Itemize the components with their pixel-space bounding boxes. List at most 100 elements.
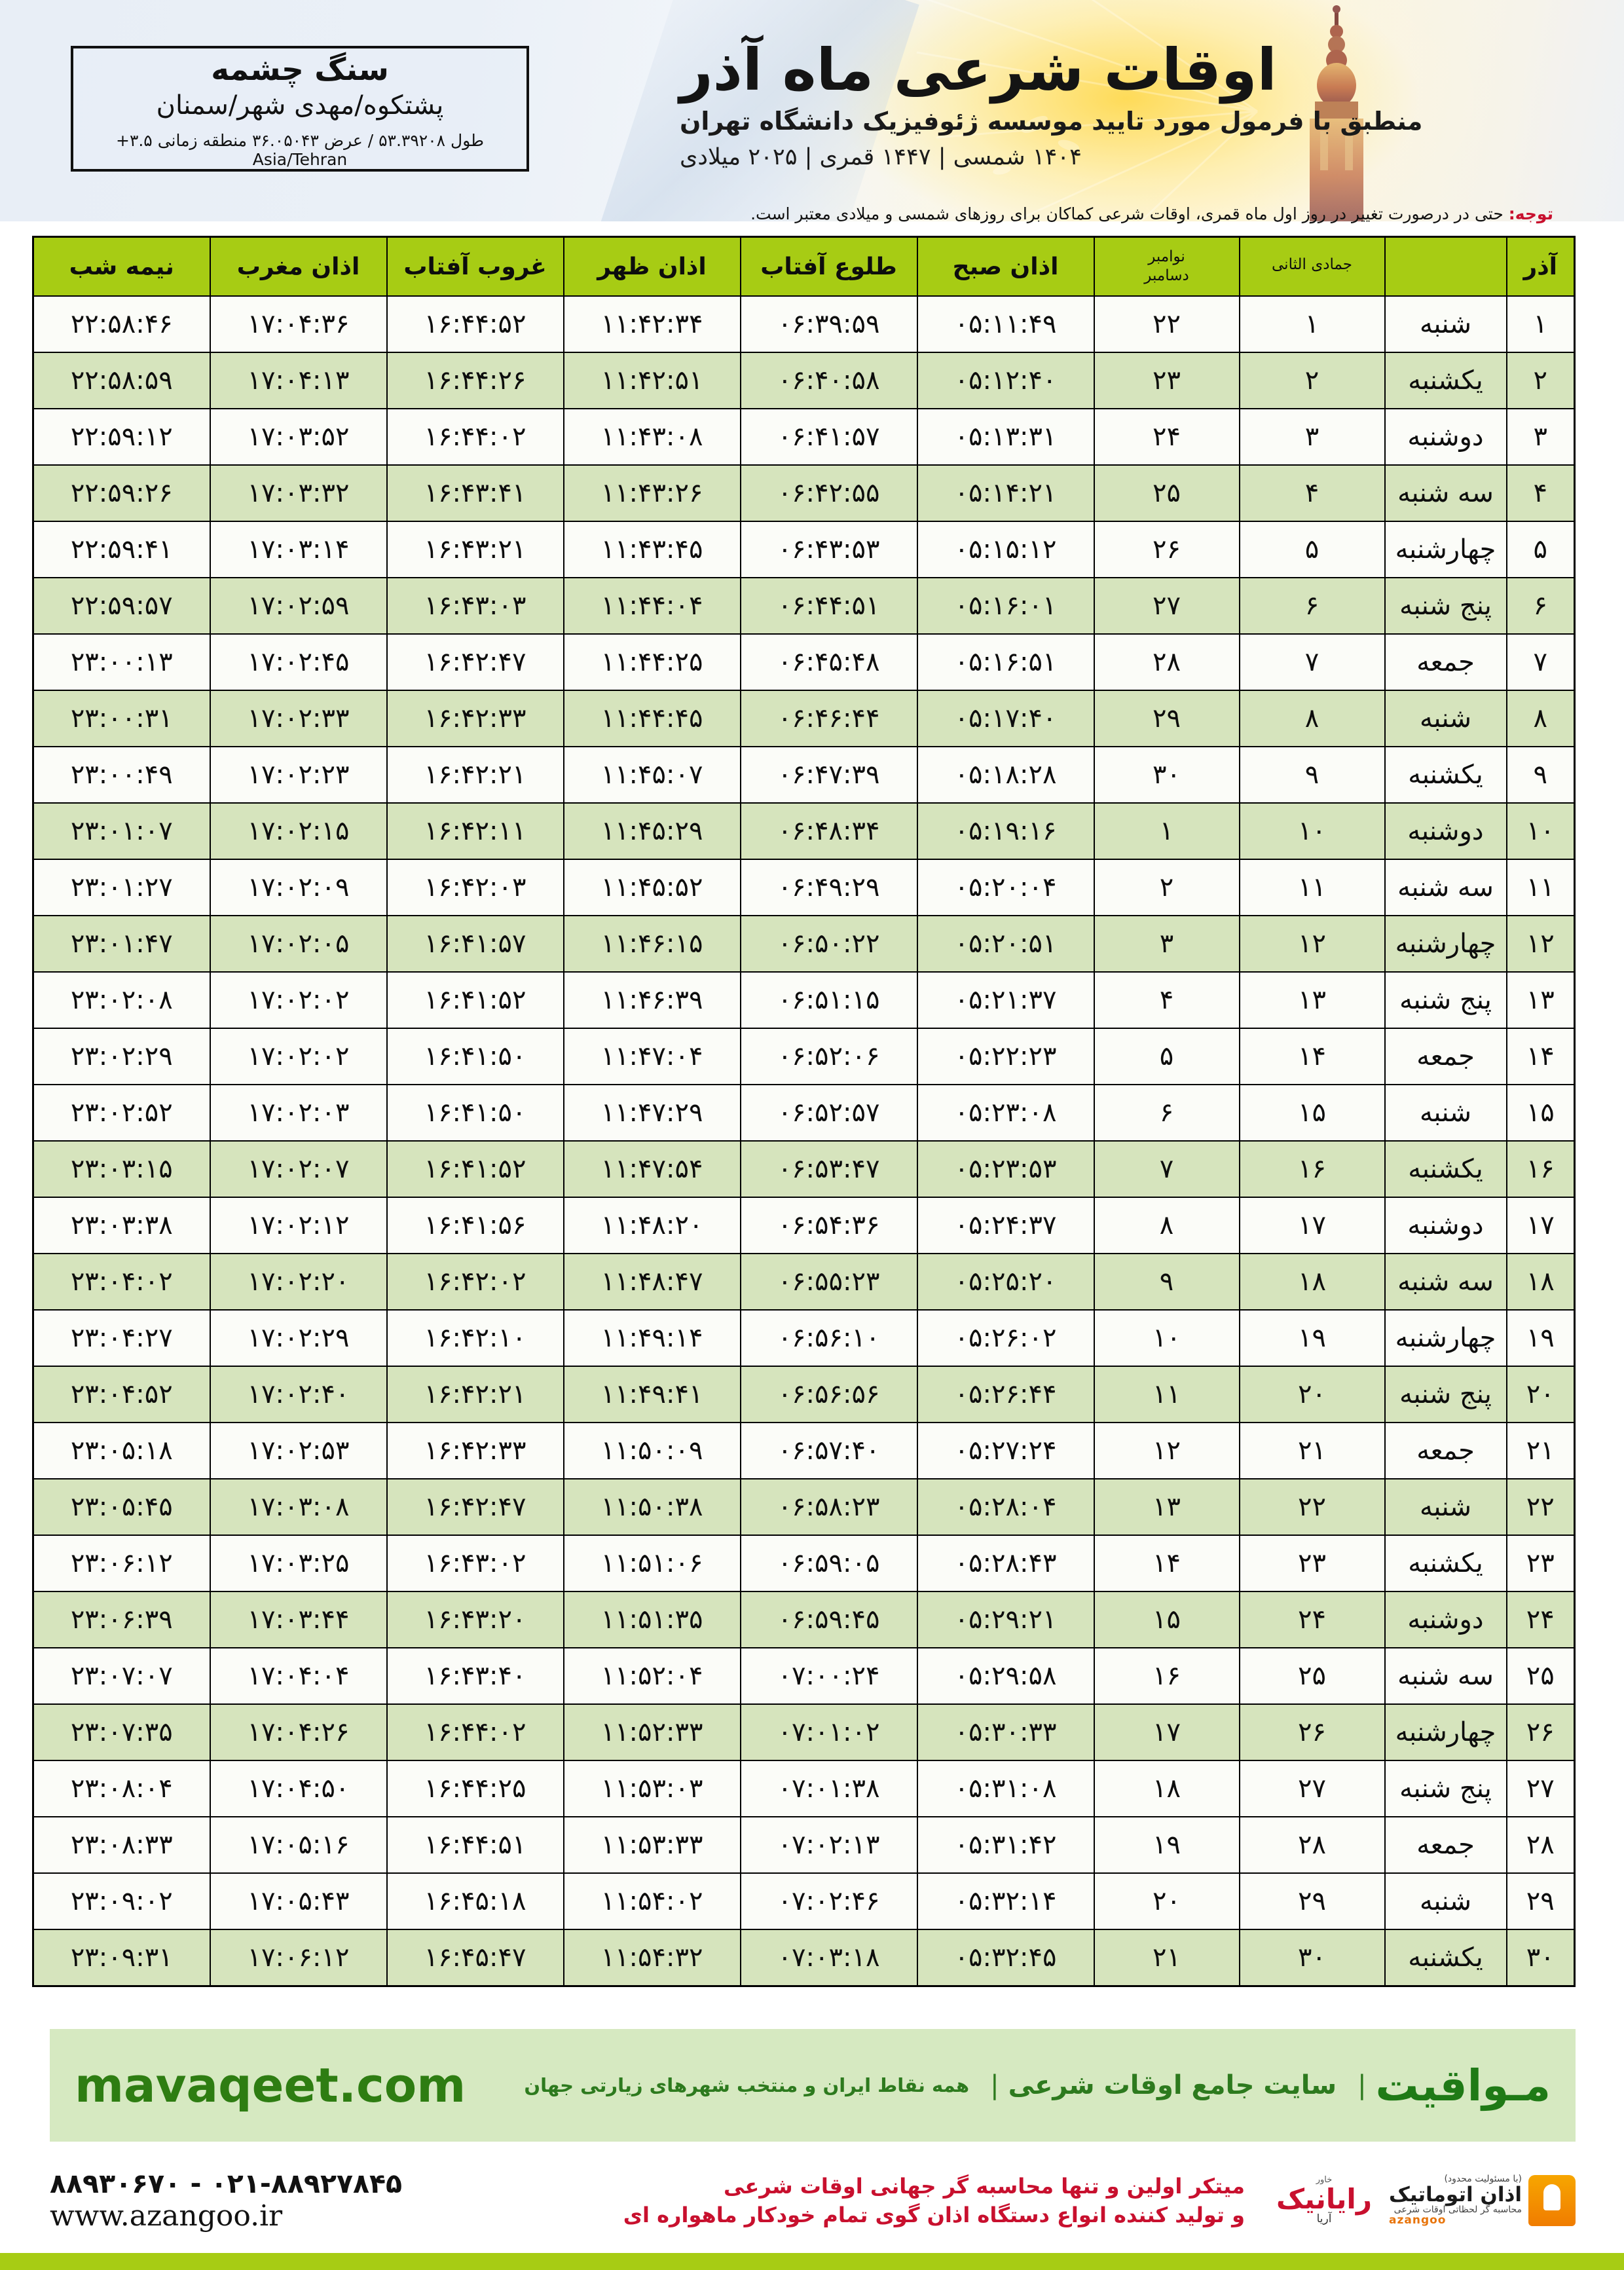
top-banner: سنگ چشمه پشتکوه/مهدی شهر/سمنان طول ۵۳.۳۹… [0,0,1624,221]
calendar-year-line: ۱۴۰۴ شمسی | ۱۴۴۷ قمری | ۲۰۲۵ میلادی [680,143,1082,170]
cell-maghrib: ۱۷:۰۴:۵۰ [209,1760,388,1817]
cell-sunset: ۱۶:۴۴:۰۲ [386,1703,564,1761]
phone-numbers: ۰۲۱-۸۸۹۲۷۸۴۵ - ۸۸۹۳۰۶۷۰ [50,2167,403,2199]
website-url[interactable]: www.azangoo.ir [50,2199,283,2233]
col-header-hijri: جمادی الثانی [1238,236,1386,297]
cell-midnight: ۲۳:۰۳:۱۵ [32,1140,211,1198]
brand-tagline: همه نقاط ایران و منتخب شهرهای زیارتی جها… [524,2074,970,2096]
azangoo-logo[interactable]: (با مسئولیت محدود) اذان اتوماتیک محاسبه … [1389,2174,1576,2227]
cell-dhuhr: ۱۱:۴۲:۳۴ [563,295,741,353]
cell-hijri-day: ۱۰ [1238,802,1386,860]
cell-sunset: ۱۶:۴۱:۵۰ [386,1084,564,1142]
rayanic-logo[interactable]: خاور رایانیک آریا [1276,2176,1372,2225]
cell-sunrise: ۰۶:۵۳:۴۷ [739,1140,918,1198]
table-row: ۱۳ پنج شنبه ۱۳ ۴ ۰۵:۲۱:۳۷ ۰۶:۵۱:۱۵ ۱۱:۴۶:۳۹ ۱۶:… [32,971,1576,1029]
cell-gregorian-day: ۵ [1093,1028,1240,1085]
cell-maghrib: ۱۷:۰۲:۰۵ [209,915,388,973]
cell-azar-day: ۱۷ [1505,1197,1576,1254]
cell-azar-day: ۱۹ [1505,1309,1576,1367]
cell-gregorian-day: ۲۸ [1093,633,1240,691]
cell-sunset: ۱۶:۴۱:۵۶ [386,1197,564,1254]
cell-maghrib: ۱۷:۰۴:۳۶ [209,295,388,353]
cell-weekday: یکشنبه [1384,352,1507,409]
cell-hijri-day: ۲۱ [1238,1422,1386,1479]
cell-dhuhr: ۱۱:۵۲:۳۳ [563,1703,741,1761]
cell-maghrib: ۱۷:۰۲:۴۰ [209,1366,388,1423]
cell-fajr: ۰۵:۲۴:۳۷ [916,1197,1095,1254]
cell-midnight: ۲۲:۵۹:۱۲ [32,408,211,466]
cell-fajr: ۰۵:۲۲:۲۳ [916,1028,1095,1085]
cell-sunrise: ۰۶:۵۵:۲۳ [739,1253,918,1311]
cell-midnight: ۲۳:۰۰:۴۹ [32,746,211,804]
cell-sunrise: ۰۶:۴۰:۵۸ [739,352,918,409]
table-row: ۱۱ سه شنبه ۱۱ ۲ ۰۵:۲۰:۰۴ ۰۶:۴۹:۲۹ ۱۱:۴۵:۵۲ ۱۶:۴… [32,859,1576,916]
cell-weekday: دوشنبه [1384,1591,1507,1648]
cell-sunrise: ۰۷:۰۳:۱۸ [739,1929,918,1986]
cell-azar-day: ۱۶ [1505,1140,1576,1198]
cell-hijri-day: ۹ [1238,746,1386,804]
cell-sunrise: ۰۶:۳۹:۵۹ [739,295,918,353]
brand-subtitle: سایت جامع اوقات شرعی [1008,2070,1337,2100]
cell-dhuhr: ۱۱:۴۸:۲۰ [563,1197,741,1254]
cell-maghrib: ۱۷:۰۲:۵۳ [209,1422,388,1479]
cell-azar-day: ۵ [1505,521,1576,578]
cell-sunrise: ۰۷:۰۱:۳۸ [739,1760,918,1817]
table-row: ۱۴ جمعه ۱۴ ۵ ۰۵:۲۲:۲۳ ۰۶:۵۲:۰۶ ۱۱:۴۷:۰۴ ۱۶:۴۱:۵… [32,1028,1576,1085]
brand-name-fa: مـواقیت [1375,2060,1551,2111]
cell-midnight: ۲۳:۰۴:۲۷ [32,1309,211,1367]
cell-gregorian-day: ۲۱ [1093,1929,1240,1986]
cell-azar-day: ۱۲ [1505,915,1576,973]
cell-azar-day: ۴ [1505,464,1576,522]
cell-sunset: ۱۶:۴۲:۱۱ [386,802,564,860]
cell-gregorian-day: ۱۶ [1093,1647,1240,1705]
cell-dhuhr: ۱۱:۴۸:۴۷ [563,1253,741,1311]
cell-gregorian-day: ۳۰ [1093,746,1240,804]
cell-weekday: جمعه [1384,1422,1507,1479]
cell-maghrib: ۱۷:۰۳:۲۵ [209,1535,388,1592]
cell-midnight: ۲۳:۰۳:۳۸ [32,1197,211,1254]
cell-maghrib: ۱۷:۰۲:۲۳ [209,746,388,804]
cell-dhuhr: ۱۱:۵۴:۰۲ [563,1872,741,1930]
table-row: ۱۶ یکشنبه ۱۶ ۷ ۰۵:۲۳:۵۳ ۰۶:۵۳:۴۷ ۱۱:۴۷:۵۴ ۱۶:۴۱… [32,1140,1576,1198]
slogan-line-1: میتکر اولین و تنها محاسبه گر جهانی اوقات… [724,2173,1245,2199]
azangoo-name-fa: اذان اتوماتیک [1389,2182,1522,2206]
table-row: ۳ دوشنبه ۳ ۲۴ ۰۵:۱۳:۳۱ ۰۶:۴۱:۵۷ ۱۱:۴۳:۰۸ ۱۶:۴۴:… [32,408,1576,466]
city-name: سنگ چشمه [211,52,389,88]
cell-hijri-day: ۲۳ [1238,1535,1386,1592]
cell-weekday: جمعه [1384,633,1507,691]
table-row: ۴ سه شنبه ۴ ۲۵ ۰۵:۱۴:۲۱ ۰۶:۴۲:۵۵ ۱۱:۴۳:۲۶ ۱۶:۴۳… [32,464,1576,522]
cell-azar-day: ۲۷ [1505,1760,1576,1817]
cell-sunset: ۱۶:۴۲:۱۰ [386,1309,564,1367]
table-row: ۹ یکشنبه ۹ ۳۰ ۰۵:۱۸:۲۸ ۰۶:۴۷:۳۹ ۱۱:۴۵:۰۷ ۱۶:۴۲:… [32,746,1576,804]
cell-gregorian-day: ۳ [1093,915,1240,973]
cell-dhuhr: ۱۱:۴۷:۰۴ [563,1028,741,1085]
cell-sunset: ۱۶:۴۱:۵۲ [386,971,564,1029]
cell-sunrise: ۰۷:۰۰:۲۴ [739,1647,918,1705]
cell-sunrise: ۰۶:۵۲:۵۷ [739,1084,918,1142]
cell-hijri-day: ۱۴ [1238,1028,1386,1085]
brand-url[interactable]: mavaqeet.com [75,2058,466,2113]
cell-fajr: ۰۵:۱۴:۲۱ [916,464,1095,522]
cell-midnight: ۲۳:۰۶:۱۲ [32,1535,211,1592]
azangoo-name-en: azangoo [1389,2214,1447,2227]
cell-sunrise: ۰۶:۵۹:۴۵ [739,1591,918,1648]
col-header-weekday [1384,236,1507,297]
cell-fajr: ۰۵:۱۲:۴۰ [916,352,1095,409]
table-header-row: آذر جمادی الثانی نوامبر دسامبر اذان صبح … [32,236,1576,297]
cell-dhuhr: ۱۱:۴۲:۵۱ [563,352,741,409]
cell-gregorian-day: ۱ [1093,802,1240,860]
cell-azar-day: ۲۴ [1505,1591,1576,1648]
cell-weekday: شنبه [1384,1872,1507,1930]
cell-azar-day: ۷ [1505,633,1576,691]
cell-azar-day: ۱ [1505,295,1576,353]
cell-dhuhr: ۱۱:۴۶:۳۹ [563,971,741,1029]
cell-dhuhr: ۱۱:۵۰:۳۸ [563,1478,741,1536]
cell-sunset: ۱۶:۴۳:۰۳ [386,577,564,635]
note-label: توجه: [1508,204,1553,223]
cell-hijri-day: ۱۶ [1238,1140,1386,1198]
col-header-azar: آذر [1505,236,1576,297]
cell-maghrib: ۱۷:۰۲:۴۵ [209,633,388,691]
cell-maghrib: ۱۷:۰۲:۵۹ [209,577,388,635]
cell-azar-day: ۳ [1505,408,1576,466]
cell-gregorian-day: ۱۴ [1093,1535,1240,1592]
